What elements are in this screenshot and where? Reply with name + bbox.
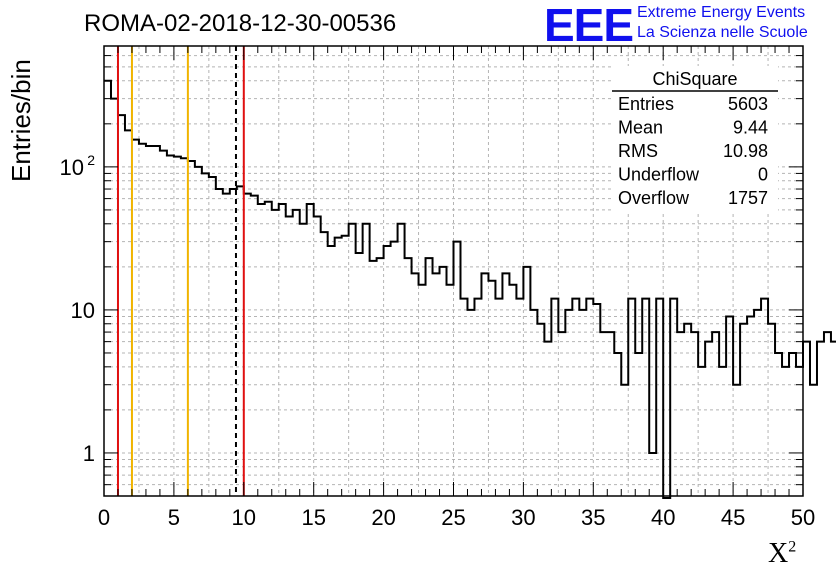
x-tick-label: 15 (301, 505, 325, 530)
stats-row-label: Entries (618, 94, 674, 114)
y-axis-label: Entries/bin (6, 59, 36, 182)
stats-row-value: 0 (758, 165, 768, 185)
stats-box-title: ChiSquare (652, 69, 737, 89)
x-tick-label: 0 (98, 505, 110, 530)
stats-box: ChiSquare Entries 5603 Mean 9.44 RMS 10.98 Unde… (612, 66, 778, 212)
stats-row-value: 5603 (728, 94, 768, 114)
stats-row-label: Underflow (618, 165, 700, 185)
stats-row-label: Mean (618, 118, 663, 138)
logo-line-2: La Scienza nelle Scuole (637, 24, 808, 41)
x-tick-label: 50 (791, 505, 815, 530)
eee-logo: EEE (544, 0, 634, 51)
x-tick-label: 20 (371, 505, 395, 530)
x-tick-label: 45 (721, 505, 745, 530)
x-tick-label: 25 (441, 505, 465, 530)
y-tick-label: 10 (60, 155, 84, 180)
stats-row-label: RMS (618, 141, 658, 161)
y-tick-label: 10 (71, 298, 95, 323)
y-tick-label-exponent: 2 (87, 152, 95, 168)
x-axis-label-text: X (768, 538, 789, 569)
x-tick-label: 40 (651, 505, 675, 530)
chart-title: ROMA-02-2018-12-30-00536 (84, 10, 397, 37)
x-axis-label-exponent: 2 (788, 538, 797, 556)
logo-line-1: Extreme Energy Events (637, 4, 806, 21)
stats-row-value: 10.98 (723, 141, 768, 161)
x-axis-label: X2 (768, 538, 796, 570)
y-tick-label: 1 (83, 441, 95, 466)
x-tick-label: 5 (168, 505, 180, 530)
stats-row-label: Overflow (618, 188, 690, 208)
stats-row-value: 1757 (728, 188, 768, 208)
x-tick-label: 10 (232, 505, 256, 530)
x-tick-label: 30 (511, 505, 535, 530)
stats-row-value: 9.44 (733, 118, 768, 138)
x-tick-label: 35 (581, 505, 605, 530)
axis-ticks (103, 45, 804, 496)
